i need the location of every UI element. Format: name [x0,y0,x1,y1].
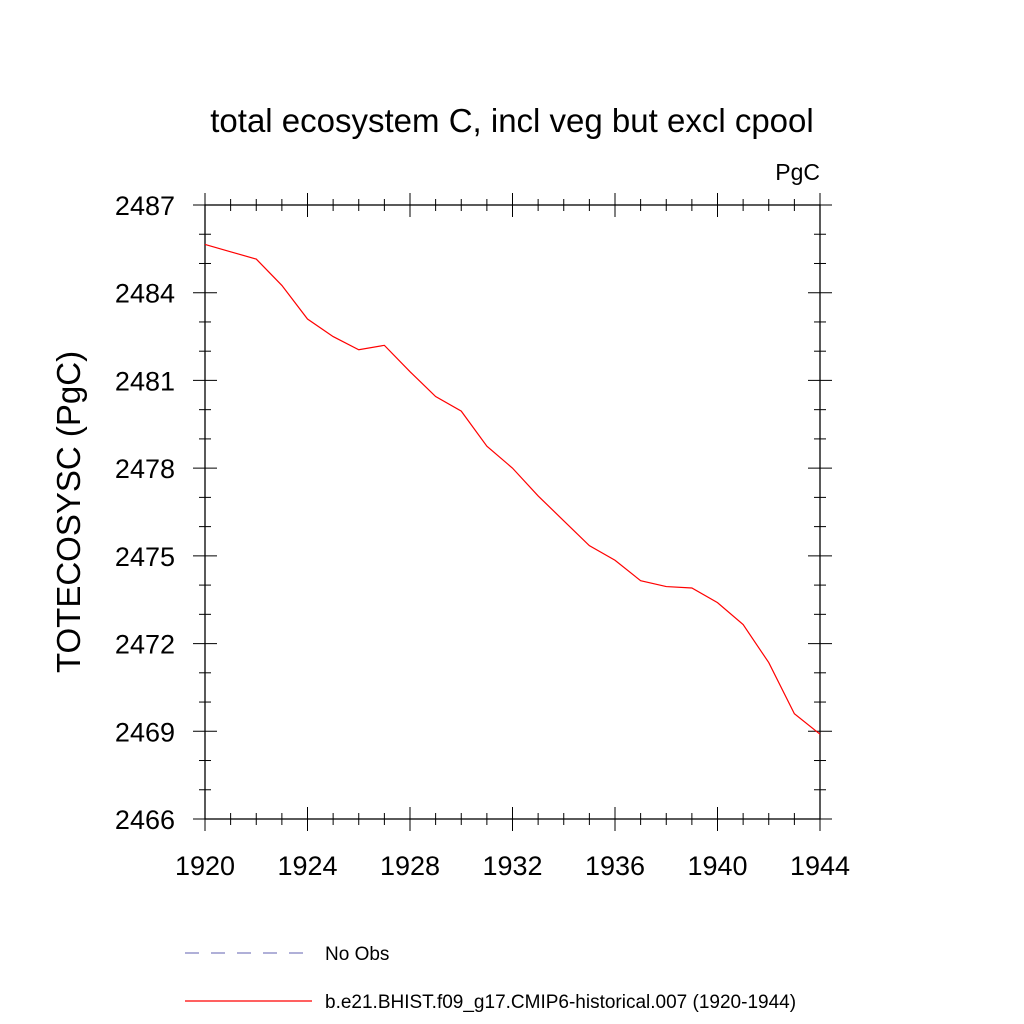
x-tick-label: 1920 [175,851,235,881]
y-tick-label: 2472 [115,630,175,660]
legend: No Obs b.e21.BHIST.f09_g17.CMIP6-historic… [185,944,796,1013]
y-tick-label: 2469 [115,717,175,747]
chart-units: PgC [775,159,820,185]
plot-border [204,204,821,820]
x-tick-label: 1928 [380,851,440,881]
y-tick-label: 2484 [115,279,175,309]
x-tick-label: 1940 [687,851,747,881]
y-tick-label: 2478 [115,454,175,484]
y-tick-label: 2475 [115,542,175,572]
y-tick-label: 2481 [115,366,175,396]
chart-title: total ecosystem C, incl veg but excl cpo… [210,102,813,139]
series-line-0 [204,243,821,735]
x-tick-label: 1924 [277,851,337,881]
x-axis: 1920 1924 1928 1932 1936 1940 1944 [175,193,850,881]
plot-frame [204,204,821,820]
y-axis: 2466 2469 2472 2475 2478 2481 2484 2487 [115,191,832,835]
legend-label: No Obs [325,944,389,965]
x-tick-label: 1932 [482,851,542,881]
x-tick-label: 1944 [790,851,850,881]
series-layer [204,243,821,735]
y-tick-label: 2466 [115,805,175,835]
x-tick-label: 1936 [585,851,645,881]
legend-label: b.e21.BHIST.f09_g17.CMIP6-historical.007… [325,992,796,1013]
y-axis-label: TOTECOSYSC (PgC) [50,351,87,673]
y-tick-label: 2487 [115,191,175,221]
